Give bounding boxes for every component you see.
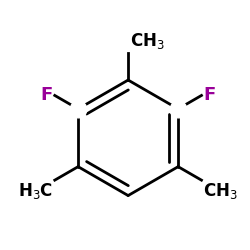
Text: F: F: [40, 86, 53, 104]
Text: CH$_3$: CH$_3$: [130, 31, 165, 51]
Text: H$_3$C: H$_3$C: [18, 181, 53, 201]
Text: F: F: [204, 86, 216, 104]
Text: CH$_3$: CH$_3$: [204, 181, 238, 201]
